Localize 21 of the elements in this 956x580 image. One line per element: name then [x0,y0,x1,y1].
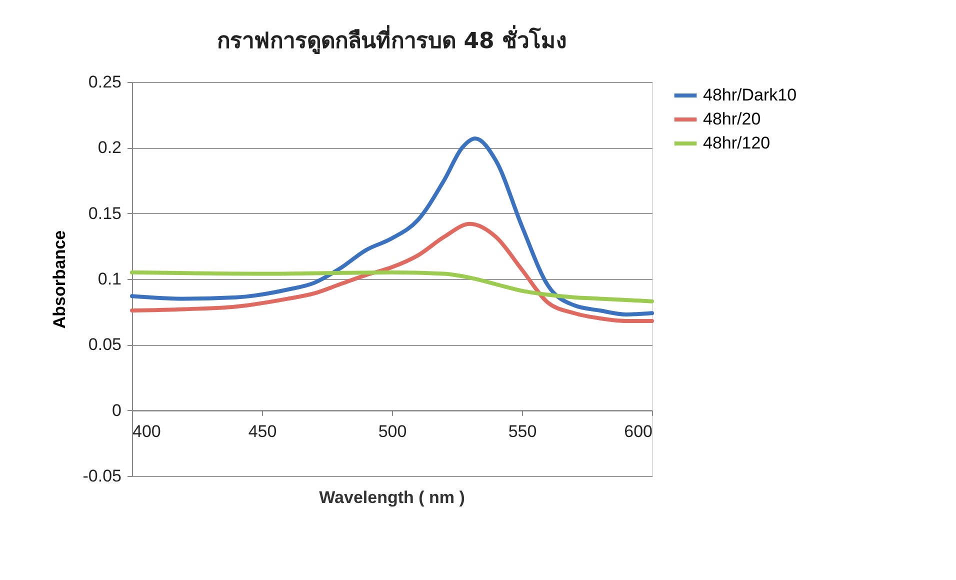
y-tick-label: 0.25 [88,72,122,92]
y-axis-title: Absorbance [50,230,69,329]
line-series [130,270,654,304]
chart-title: กราฟการดูดกลืนที่การบด 48 ชั่วโมง [217,24,567,55]
legend-label: 48hr/Dark10 [703,86,797,104]
x-axis-title: Wavelength ( nm ) [319,488,465,507]
x-tick-label: 550 [508,422,537,441]
x-tick-label: 600 [624,422,652,441]
y-tick-label: 0.1 [98,270,122,288]
legend-label: 48hr/120 [703,134,770,152]
y-tick-label: 0 [112,400,122,420]
x-tick-label: 500 [378,422,407,441]
y-tick-label: 0.05 [88,335,122,354]
x-tick-label: 400 [132,422,161,441]
line-series [130,222,654,324]
line-series [130,136,654,316]
legend-label: 48hr/20 [703,110,761,128]
x-tick-label: 450 [248,422,277,441]
y-tick-label: -0.05 [82,466,122,486]
y-tick-label: 0.15 [88,204,122,223]
y-tick-label: 0.2 [98,138,122,158]
